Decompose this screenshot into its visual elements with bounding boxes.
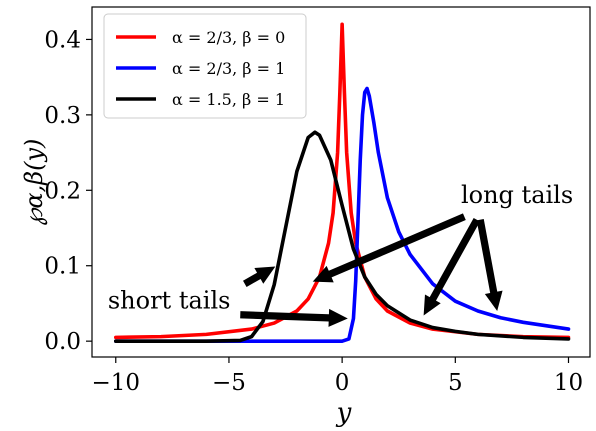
x-tick-label: 0 [335,370,350,396]
series-line-3 [113,130,571,343]
y-axis: 0.0 0.1 0.2 0.3 0.4 [44,27,92,355]
legend-label-1: α = 2/3, β = 0 [172,28,285,47]
annotation-arrow [240,308,348,327]
annotation-text: long tails [461,181,573,209]
annotations: long tails short tails [108,181,573,327]
annotation-arrow [312,213,466,283]
annotation-text: short tails [108,287,231,315]
y-axis-label: ℘α,β(y) [20,139,48,226]
annotation-arrow [243,266,276,287]
series-layer [113,22,571,343]
annotation-arrow [476,219,503,311]
x-tick-label: 5 [448,370,463,396]
x-axis: −10 −5 0 5 10 [91,357,583,396]
x-tick-label: −5 [212,370,246,396]
y-tick-label: 0.1 [44,254,81,280]
legend-label-2: α = 2/3, β = 1 [172,59,285,78]
legend: α = 2/3, β = 0 α = 2/3, β = 1 α = 1.5, β… [103,13,307,119]
series-line-1 [113,22,571,340]
x-axis-label: y [336,398,352,428]
y-tick-label: 0.2 [44,178,81,204]
x-tick-label: −10 [91,370,140,396]
y-tick-label: 0.4 [44,27,81,53]
legend-label-3: α = 1.5, β = 1 [172,90,285,109]
y-tick-label: 0.0 [44,329,81,355]
legend-box [103,13,307,119]
series-line-2 [113,86,571,343]
y-tick-label: 0.3 [44,103,81,129]
x-tick-label: 10 [554,370,583,396]
annotation-arrow [423,217,480,316]
